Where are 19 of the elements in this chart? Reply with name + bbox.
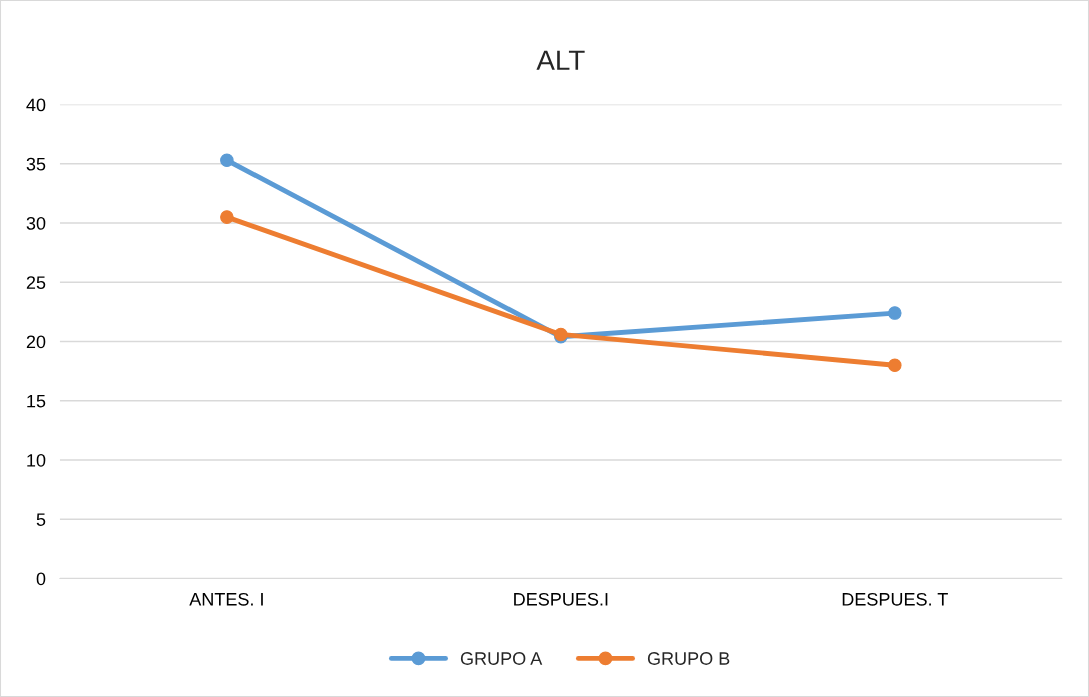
y-tick-label: 15 [27,394,46,408]
y-tick-label: 35 [26,157,46,171]
y-tick-label: 25 [26,276,46,290]
legend-label: GRUPO B [647,652,730,665]
chart-title: ALT [536,50,585,70]
y-tick-label: 20 [26,335,46,349]
point [888,306,902,320]
y-tick-label: 30 [26,216,46,230]
point [220,153,234,168]
legend-label: GRUPO A [460,652,543,665]
y-tick-label: 10 [27,453,46,467]
point [220,210,234,224]
point [888,358,902,372]
y-tick-label: 5 [36,513,46,526]
y-tick-label: 40 [26,98,46,112]
x-tick-label: ANTES. I [189,592,263,606]
y-tick-label: 0 [36,572,46,586]
x-tick-label: DESPUES.I [514,592,608,606]
x-tick-label: DESPUES. T [842,592,948,606]
